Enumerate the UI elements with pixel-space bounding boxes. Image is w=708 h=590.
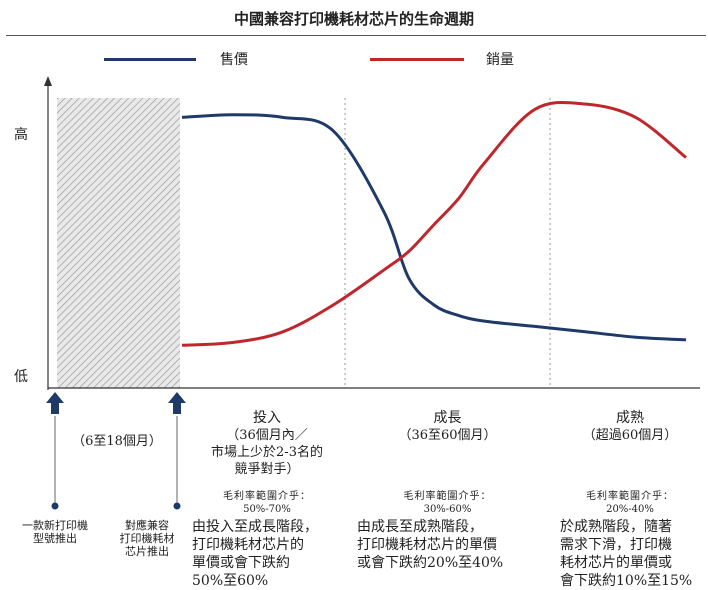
up-arrow-icon: [46, 392, 64, 414]
marker-dot: [51, 502, 59, 510]
desc-line: 由投入至成長階段，: [192, 519, 318, 535]
desc-line: 或會下跌約20%至40%: [357, 555, 504, 571]
marker-chip-launch: [168, 392, 186, 510]
pre-launch-period: （6至18個月）: [72, 434, 162, 449]
margin-heading: 毛利率範圍介乎：: [586, 491, 674, 502]
marker-printer-launch: [46, 392, 64, 510]
y-axis-arrow: [44, 76, 52, 86]
desc-line: 需求下滑，打印機: [560, 537, 672, 553]
legend-label-price: 售價: [220, 52, 248, 68]
marker-label-line: 打印機耗材: [119, 532, 175, 545]
marker-label-line: 芯片推出: [125, 545, 169, 558]
desc-line: 打印機耗材芯片的: [192, 537, 304, 553]
pre-launch-hatch: [57, 98, 180, 388]
margin-range: 20%-40%: [606, 504, 654, 515]
legend-swatch-price: [104, 58, 196, 61]
legend-label-volume: 銷量: [486, 52, 514, 68]
margin-heading: 毛利率範圍介乎：: [223, 491, 311, 502]
stage-maturity-desc: 於成熟階段，隨著 需求下滑，打印機 耗材芯片的單價或 會下跌約10%至15%: [560, 518, 706, 590]
marker-label-line: 型號推出: [33, 532, 77, 545]
margin-range: 50%-70%: [243, 504, 291, 515]
stage-name: 成長: [433, 410, 462, 426]
marker-label-chip-launch: 對應兼容 打印機耗材 芯片推出: [112, 519, 182, 558]
series-line-price: [181, 113, 687, 342]
stage-sub-line: 競爭對手）: [234, 462, 300, 477]
marker-label-line: 一款新打印機: [22, 519, 88, 532]
y-axis-high-label: 高: [14, 127, 28, 143]
desc-line: 由成長至成熟階段，: [357, 519, 483, 535]
stage-maturity: 成熟 （超過60個月） 毛利率範圍介乎： 20%-40%: [560, 410, 700, 516]
desc-line: 單價或會下跌約: [192, 555, 290, 571]
margin-heading: 毛利率範圍介乎：: [403, 491, 492, 502]
stage-growth: 成長 （36至60個月） 毛利率範圍介乎： 30%-60%: [370, 410, 525, 516]
y-axis-low-label: 低: [14, 369, 28, 385]
stage-introduction-desc: 由投入至成長階段， 打印機耗材芯片的 單價或會下跌約 50%至60%: [192, 518, 352, 590]
margin-range: 30%-60%: [423, 504, 472, 515]
stage-growth-desc: 由成長至成熟階段， 打印機耗材芯片的單價 或會下跌約20%至40%: [357, 518, 537, 572]
marker-dot: [173, 502, 181, 510]
desc-line: 會下跌約10%至15%: [560, 573, 693, 589]
desc-line: 打印機耗材芯片的單價: [357, 537, 497, 553]
desc-line: 耗材芯片的單價或: [560, 555, 672, 571]
marker-label-printer-launch: 一款新打印機 型號推出: [6, 519, 104, 545]
desc-line: 50%至60%: [192, 573, 269, 589]
up-arrow-icon: [168, 392, 186, 414]
stage-sub-line: （36至60個月）: [398, 428, 497, 443]
desc-line: 於成熟階段，隨著: [560, 519, 672, 535]
stage-sub-line: （36個月內／: [226, 428, 308, 443]
chart-title: 中國兼容打印機耗材芯片的生命週期: [233, 10, 474, 28]
stage-sub-line: （超過60個月）: [582, 428, 678, 443]
stage-introduction: 投入 （36個月內／ 市場上少於2-3名的 競爭對手） 毛利率範圍介乎： 50%…: [192, 410, 342, 516]
marker-label-line: 對應兼容: [125, 519, 169, 532]
series-line-volume: [181, 101, 687, 347]
stage-sub-line: 市場上少於2-3名的: [211, 445, 323, 460]
title-divider: [6, 35, 706, 36]
stage-name: 投入: [253, 410, 281, 426]
stage-name: 成熟: [616, 410, 644, 426]
legend-swatch-volume: [370, 58, 464, 61]
